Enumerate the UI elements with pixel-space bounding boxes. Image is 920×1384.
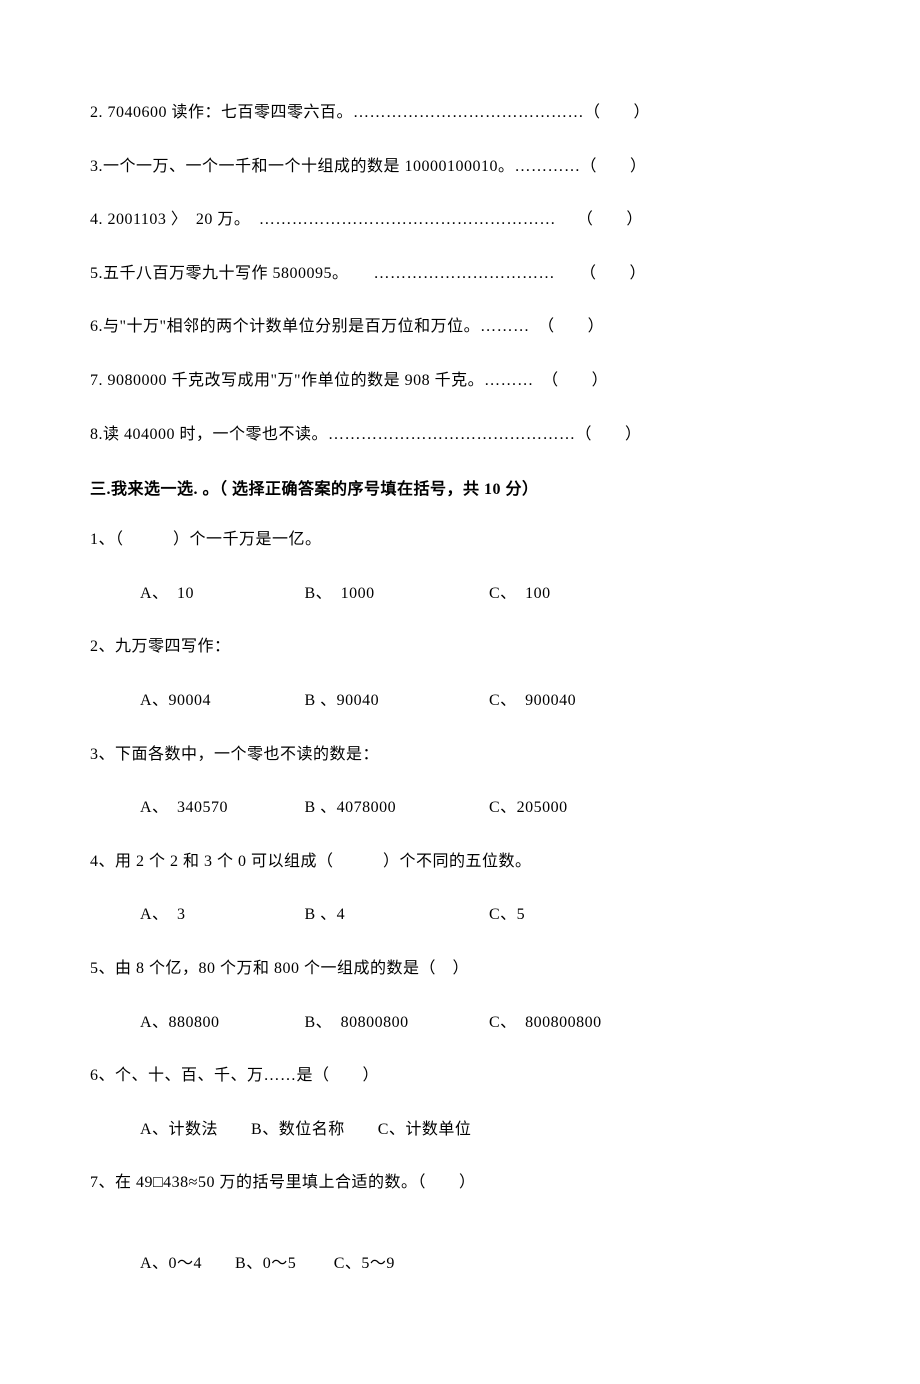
mc-options: A、 340570 B 、4078000 C、205000 — [90, 795, 830, 821]
option-a: A、880800 — [140, 1010, 300, 1036]
option-c: C、205000 — [489, 795, 568, 821]
option-c: C、 900040 — [489, 688, 576, 714]
tf-question: 2. 7040600 读作：七百零四零六百。……………………………………（ ） — [90, 100, 830, 126]
mc-question: 3、下面各数中，一个零也不读的数是： A、 340570 B 、4078000 … — [90, 742, 830, 821]
mc-options: A、880800 B、 80800800 C、 800800800 — [90, 1010, 830, 1036]
tf-question: 6.与"十万"相邻的两个计数单位分别是百万位和万位。……… （ ） — [90, 314, 830, 340]
mc-question: 7、在 49□438≈50 万的括号里填上合适的数。（ ） A、0～4 B、0～… — [90, 1170, 830, 1276]
mc-options: A、 3 B 、4 C、5 — [90, 902, 830, 928]
mc-options: A、计数法 B、数位名称 C、计数单位 — [90, 1117, 830, 1143]
mc-question: 1、（ ）个一千万是一亿。 A、 10 B、 1000 C、 100 — [90, 527, 830, 606]
mc-stem: 4、用 2 个 2 和 3 个 0 可以组成（ ）个不同的五位数。 — [90, 849, 830, 875]
tf-question: 4. 2001103 〉 20 万。 ……………………………………………… （ … — [90, 207, 830, 233]
tf-question: 3.一个一万、一个一千和一个十组成的数是 10000100010。…………（ ） — [90, 154, 830, 180]
mc-question: 6、个、十、百、千、万……是（ ） A、计数法 B、数位名称 C、计数单位 — [90, 1063, 830, 1142]
mc-options: A、 10 B、 1000 C、 100 — [90, 581, 830, 607]
mc-stem: 2、九万零四写作： — [90, 634, 830, 660]
option-a: A、90004 — [140, 688, 300, 714]
mc-question: 2、九万零四写作： A、90004 B 、90040 C、 900040 — [90, 634, 830, 713]
mc-stem: 3、下面各数中，一个零也不读的数是： — [90, 742, 830, 768]
option-b: B 、4 — [305, 902, 485, 928]
mc-stem: 1、（ ）个一千万是一亿。 — [90, 527, 830, 553]
true-false-section: 2. 7040600 读作：七百零四零六百。……………………………………（ ） … — [90, 100, 830, 447]
mc-options: A、90004 B 、90040 C、 900040 — [90, 688, 830, 714]
mc-stem: 6、个、十、百、千、万……是（ ） — [90, 1063, 830, 1089]
option-b: B、 80800800 — [305, 1010, 485, 1036]
multiple-choice-section: 1、（ ）个一千万是一亿。 A、 10 B、 1000 C、 100 2、九万零… — [90, 527, 830, 1276]
mc-stem: 5、由 8 个亿，80 个万和 800 个一组成的数是（ ） — [90, 956, 830, 982]
tf-question: 5.五千八百万零九十写作 5800095。 …………………………… （ ） — [90, 261, 830, 287]
tf-question: 8.读 404000 时，一个零也不读。………………………………………（ ） — [90, 422, 830, 448]
option-a: A、 340570 — [140, 795, 300, 821]
mc-question: 4、用 2 个 2 和 3 个 0 可以组成（ ）个不同的五位数。 A、 3 B… — [90, 849, 830, 928]
section-heading: 三.我来选一选. 。（ 选择正确答案的序号填在括号，共 10 分） — [90, 475, 830, 499]
option-a: A、 10 — [140, 581, 300, 607]
option-b: B 、4078000 — [305, 795, 485, 821]
option-c: C、 800800800 — [489, 1010, 602, 1036]
mc-options: A、0～4 B、0～5 C、5～9 — [90, 1251, 830, 1277]
option-a: A、 3 — [140, 902, 300, 928]
mc-question: 5、由 8 个亿，80 个万和 800 个一组成的数是（ ） A、880800 … — [90, 956, 830, 1035]
option-c: C、5 — [489, 902, 525, 928]
option-c: C、 100 — [489, 581, 551, 607]
tf-question: 7. 9080000 千克改写成用"万"作单位的数是 908 千克。……… （ … — [90, 368, 830, 394]
option-b: B 、90040 — [305, 688, 485, 714]
option-b: B、 1000 — [305, 581, 485, 607]
mc-stem: 7、在 49□438≈50 万的括号里填上合适的数。（ ） — [90, 1170, 830, 1196]
